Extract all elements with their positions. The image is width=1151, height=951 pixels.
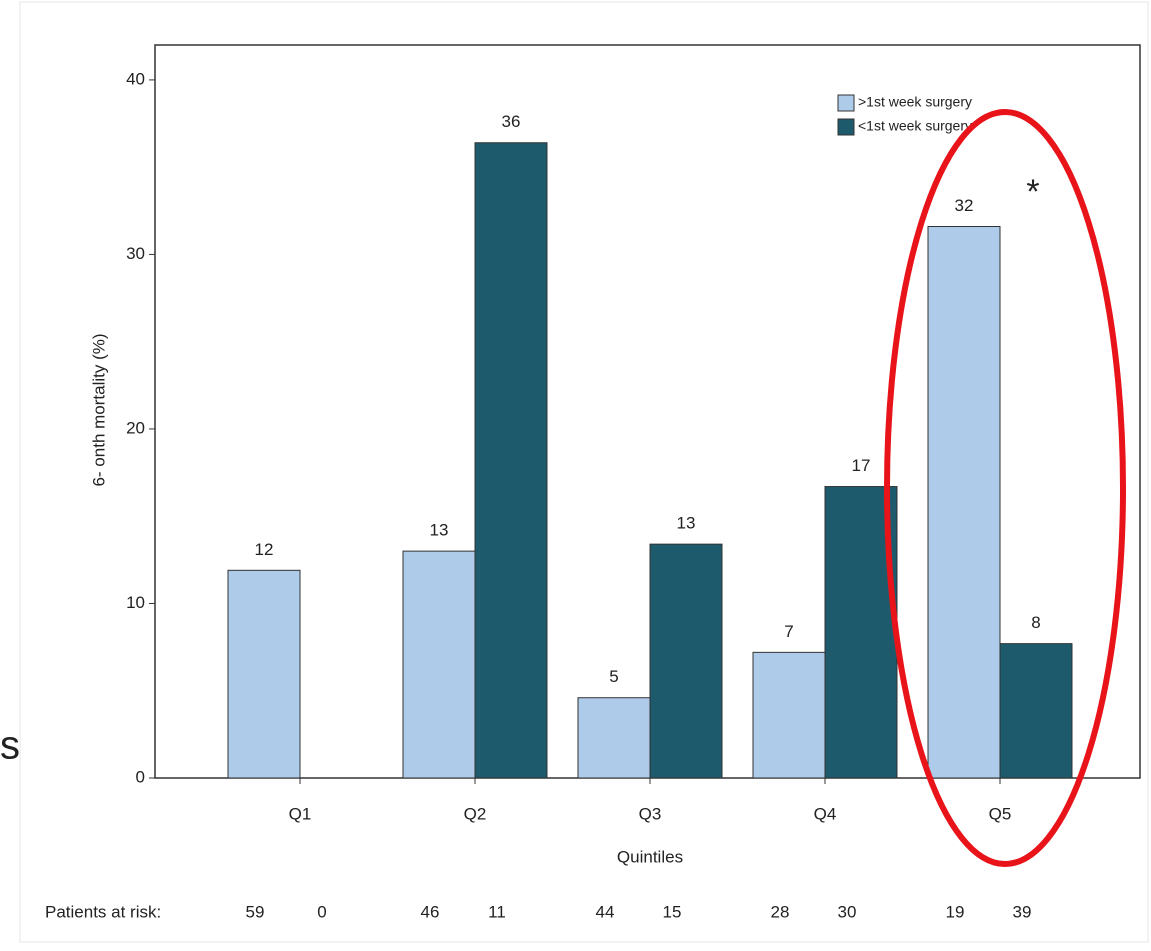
at-risk-value: 0: [317, 902, 326, 921]
y-tick-label: 40: [126, 69, 145, 88]
at-risk-value: 11: [488, 902, 506, 921]
annotation: *: [1026, 173, 1039, 211]
bar: [999, 643, 1073, 779]
value-label: 8: [1031, 613, 1040, 632]
x-tick-label: Q2: [464, 804, 487, 823]
at-risk-value: 28: [771, 902, 790, 921]
value-label: 36: [502, 112, 521, 131]
value-label: 7: [784, 622, 793, 641]
x-tick-label: Q5: [989, 804, 1012, 823]
value-label: 12: [255, 540, 274, 559]
value-label: 32: [955, 196, 974, 215]
x-axis-label: Quintiles: [617, 847, 683, 866]
legend-swatch: [837, 94, 855, 112]
value-label: 5: [609, 667, 618, 686]
edge-fragment: s: [0, 724, 20, 768]
at-risk-value: 19: [946, 902, 965, 921]
highlight-ellipse: [884, 109, 1126, 867]
y-tick-label: 0: [136, 767, 145, 786]
at-risk-value: 15: [663, 902, 682, 921]
y-tick-label: 10: [126, 593, 145, 612]
bar: [577, 697, 651, 779]
bar: [752, 651, 826, 779]
bar: [649, 543, 723, 779]
value-label: 13: [430, 521, 449, 540]
x-tick-label: Q3: [639, 804, 662, 823]
value-label: 17: [852, 456, 871, 475]
bar: [402, 550, 476, 779]
y-axis-label: 6- onth mortality (%): [89, 333, 108, 486]
y-tick-label: 20: [126, 418, 145, 437]
at-risk-value: 30: [838, 902, 857, 921]
legend-label: <1st week surgery: [858, 118, 972, 134]
at-risk-value: 46: [421, 902, 440, 921]
at-risk-value: 39: [1013, 902, 1032, 921]
bar: [474, 142, 548, 779]
bar: [227, 569, 301, 779]
y-tick-label: 30: [126, 244, 145, 263]
legend-label: >1st week surgery: [858, 94, 972, 110]
x-tick-label: Q1: [289, 804, 312, 823]
bar: [927, 226, 1001, 779]
at-risk-value: 44: [596, 902, 615, 921]
at-risk-label: Patients at risk:: [45, 902, 161, 921]
legend-swatch: [837, 118, 855, 136]
at-risk-value: 59: [246, 902, 265, 921]
x-tick-label: Q4: [814, 804, 837, 823]
value-label: 13: [677, 514, 696, 533]
